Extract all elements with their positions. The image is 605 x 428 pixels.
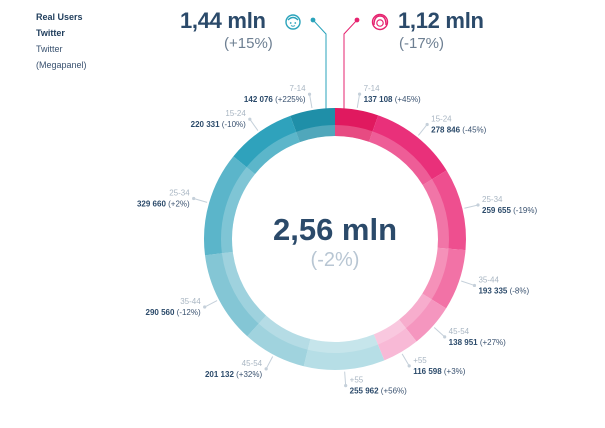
- value-label: 138 951 (+27%): [449, 338, 506, 347]
- segment-female-7-14: [335, 108, 379, 142]
- segment-female-35-44: [422, 247, 466, 309]
- value-label: 116 598 (+3%): [413, 367, 466, 376]
- age-label: 45-54: [242, 359, 263, 368]
- segment-male-25-34: [204, 156, 256, 256]
- leader-line: [401, 353, 410, 367]
- segment-inner-ring: [373, 319, 406, 345]
- segment-male-15-24: [233, 115, 300, 175]
- segment-inner-ring: [335, 125, 373, 142]
- age-label: 15-24: [225, 109, 246, 118]
- leader-dot: [357, 92, 362, 96]
- leader-dot: [472, 283, 477, 288]
- leader-dot: [248, 117, 252, 121]
- segment-inner-ring: [296, 125, 335, 143]
- segment-inner-ring: [422, 247, 449, 300]
- segment-inner-ring: [221, 167, 256, 254]
- leader-dot: [344, 384, 348, 388]
- female-total: 1,12 mln: [398, 8, 484, 33]
- female-face-icon: [371, 13, 389, 31]
- segment-female-plus55: [373, 319, 417, 361]
- age-label: 15-24: [431, 114, 452, 123]
- legend-megapanel: (Megapanel): [36, 60, 87, 70]
- segment-inner-ring: [422, 179, 449, 249]
- age-label: 7-14: [364, 84, 381, 93]
- segment-male-7-14: [290, 108, 335, 143]
- value-label: 193 335 (-8%): [478, 286, 529, 295]
- segment-male-45-54: [247, 315, 311, 367]
- legend-real-users: Real Users: [36, 12, 83, 22]
- leader-dot: [264, 367, 268, 371]
- legend: Real Users Twitter Twitter (Megapanel): [36, 9, 87, 73]
- leader-dot: [407, 364, 411, 368]
- age-label: 25-34: [482, 195, 503, 204]
- leader-line: [344, 371, 347, 386]
- leader-dot: [425, 122, 429, 127]
- leader-dot: [443, 335, 447, 339]
- segment-inner-ring: [399, 293, 432, 329]
- segment-inner-ring: [221, 251, 267, 324]
- age-label: 35-44: [180, 297, 201, 306]
- leader-line: [249, 118, 259, 131]
- connector-lines: [310, 17, 360, 112]
- leader-dot: [476, 203, 480, 207]
- leader-line: [461, 280, 475, 286]
- leader-dot: [192, 196, 196, 201]
- leader-line: [464, 204, 479, 209]
- male-change: (+15%): [224, 35, 273, 52]
- segment-male-plus55: [303, 334, 385, 370]
- leader-dot: [203, 305, 207, 309]
- age-label: 25-34: [169, 189, 190, 198]
- leader-line: [356, 93, 361, 108]
- female-change: (-17%): [399, 35, 445, 52]
- age-label: 35-44: [478, 275, 499, 284]
- leader-line: [433, 327, 446, 338]
- value-label: 259 655 (-19%): [482, 206, 537, 215]
- age-label: +55: [350, 376, 364, 385]
- segment-inner-ring: [258, 315, 311, 350]
- segment-inner-ring: [307, 334, 378, 354]
- value-label: 137 108 (+45%): [364, 95, 421, 104]
- age-label: 7-14: [290, 84, 307, 93]
- legend-twitter: Twitter: [36, 28, 65, 38]
- segment-inner-ring: [368, 131, 433, 186]
- leader-line: [309, 94, 313, 109]
- leader-line: [193, 198, 208, 203]
- segment-male-35-44: [205, 251, 267, 337]
- value-label: 329 660 (+2%): [137, 200, 190, 209]
- segment-female-45-54: [399, 293, 447, 342]
- leader-line: [204, 300, 218, 308]
- legend-twitter-megapanel: Twitter: [36, 44, 63, 54]
- male-total: 1,44 mln: [180, 8, 266, 33]
- center-value: 2,56 mln: [273, 212, 397, 247]
- value-label: 255 962 (+56%): [350, 387, 407, 396]
- age-label: 45-54: [449, 327, 470, 336]
- value-label: 220 331 (-10%): [191, 120, 246, 129]
- segment-inner-ring: [246, 131, 300, 175]
- segment-female-15-24: [368, 115, 447, 186]
- leader-dot: [307, 92, 312, 96]
- leader-line: [265, 356, 274, 370]
- value-label: 201 132 (+32%): [205, 370, 262, 379]
- age-label: +55: [413, 356, 427, 365]
- leader-line: [417, 124, 428, 136]
- value-label: 290 560 (-12%): [146, 308, 201, 317]
- value-label: 278 846 (-45%): [431, 125, 486, 134]
- value-label: 142 076 (+225%): [244, 95, 306, 104]
- segment-female-25-34: [422, 170, 466, 251]
- male-face-icon: [285, 14, 301, 30]
- center-change: (-2%): [311, 249, 360, 271]
